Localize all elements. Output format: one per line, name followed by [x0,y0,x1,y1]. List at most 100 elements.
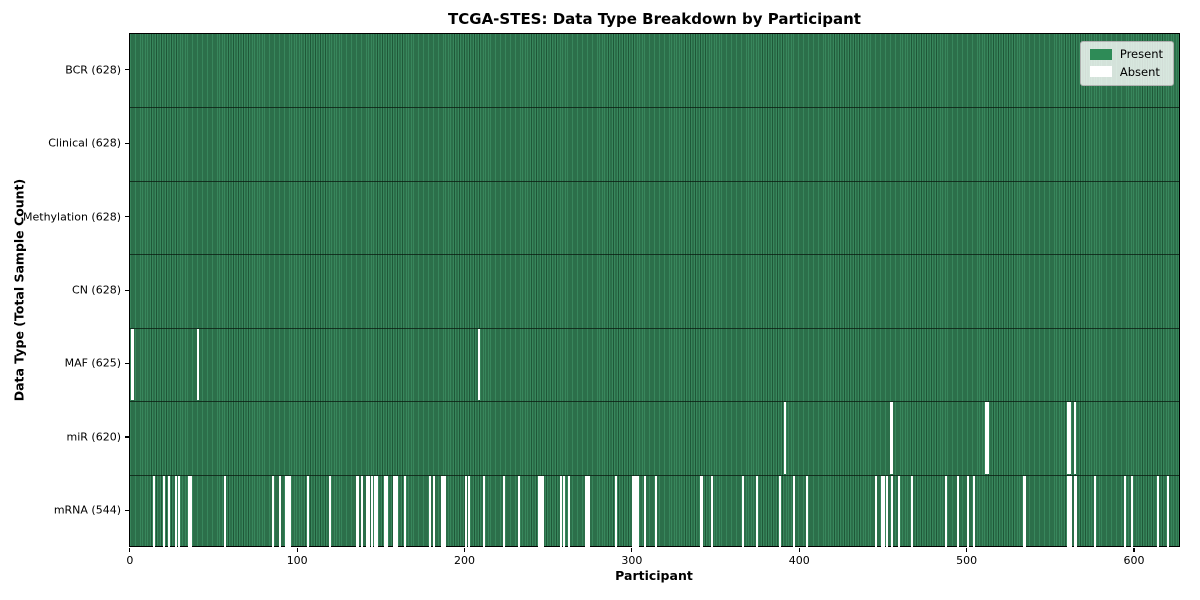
absent-line [585,475,588,547]
absent-line [588,475,591,547]
absent-line [897,475,901,547]
x-tick-label: 500 [956,554,978,567]
absent-line [986,402,989,474]
absent-line [163,475,166,547]
absent-line [153,475,156,547]
absent-line [636,475,639,547]
absent-line [357,475,360,547]
absent-line [1157,475,1160,547]
plot-area: Present Absent [129,33,1180,547]
legend-present-label: Present [1119,47,1163,61]
row-separator [130,107,1179,109]
absent-line [287,475,290,547]
absent-line [973,475,976,547]
row-separator [130,254,1179,256]
absent-line [635,475,638,547]
absent-line [615,475,618,547]
absent-line [467,475,470,547]
absent-line [442,475,445,547]
absent-line [891,402,894,474]
x-tick-label: 300 [621,554,643,567]
absent-line [541,475,544,547]
absent-line [631,475,634,547]
x-tick-mark [1133,548,1135,552]
y-tick-mark [125,69,129,71]
x-tick-label: 400 [788,554,810,567]
absent-line [700,475,703,547]
row-separator [130,401,1179,403]
absent-line [178,475,181,547]
absent-line [944,475,947,547]
absent-line [742,475,745,547]
absent-line [1023,475,1026,547]
absent-line [784,402,787,474]
absent-line [188,475,191,547]
x-tick-mark [296,548,298,552]
x-axis-title: Participant [615,568,693,583]
absent-line [966,475,969,547]
absent-line [563,475,566,547]
y-tick-label: BCR (628) [65,63,121,77]
absent-line [375,475,378,547]
x-tick-mark [798,548,800,552]
absent-line [503,475,506,547]
absent-line [190,475,193,547]
absent-line [429,475,432,547]
absent-line [385,475,388,547]
absent-line [1067,402,1070,474]
chart-title: TCGA-STES: Data Type Breakdown by Partic… [448,10,861,28]
absent-line [633,475,636,547]
y-tick-mark [125,362,129,365]
absent-line [278,475,281,547]
x-tick-mark [463,548,466,552]
legend-present-swatch [1089,48,1112,60]
legend-item-present: Present [1089,47,1163,61]
absent-line [984,402,988,474]
absent-line [655,475,658,547]
x-tick-mark [631,548,633,552]
x-tick-mark [966,548,968,552]
absent-line [384,475,387,547]
x-tick-label: 600 [1123,554,1145,567]
absent-line [1130,475,1133,547]
absent-line [710,475,713,547]
absent-line [307,475,310,547]
y-tick-mark [125,216,129,218]
absent-line [889,402,892,474]
absent-line [568,475,571,547]
absent-line [365,475,368,547]
absent-line [805,475,808,547]
legend-absent-label: Absent [1119,64,1160,79]
legend-item-absent: Absent [1089,64,1163,79]
absent-line [792,475,795,547]
absent-line [355,475,358,547]
absent-line [1073,402,1076,474]
y-tick-label: miR (620) [66,430,122,444]
absent-line [374,475,377,547]
absent-line [464,475,467,547]
absent-line [174,475,178,547]
absent-line [1070,475,1073,547]
absent-line [643,475,646,547]
absent-line [559,475,562,547]
absent-line [755,475,758,547]
x-tick-label: 0 [126,554,134,567]
legend: Present Absent [1079,41,1174,87]
absent-line [518,475,521,547]
x-tick-label: 200 [454,554,476,567]
absent-line [223,475,226,547]
absent-line [395,475,398,547]
absent-line [1068,402,1071,474]
absent-line [367,475,370,547]
x-tick-label: 100 [286,554,308,567]
absent-line [196,328,199,401]
absent-line [1068,475,1071,547]
absent-line [285,475,288,547]
absent-line [874,475,877,547]
absent-line [1067,475,1070,547]
absent-line [168,475,171,547]
absent-line [539,475,542,547]
absent-line [881,475,884,547]
absent-line [131,328,134,401]
